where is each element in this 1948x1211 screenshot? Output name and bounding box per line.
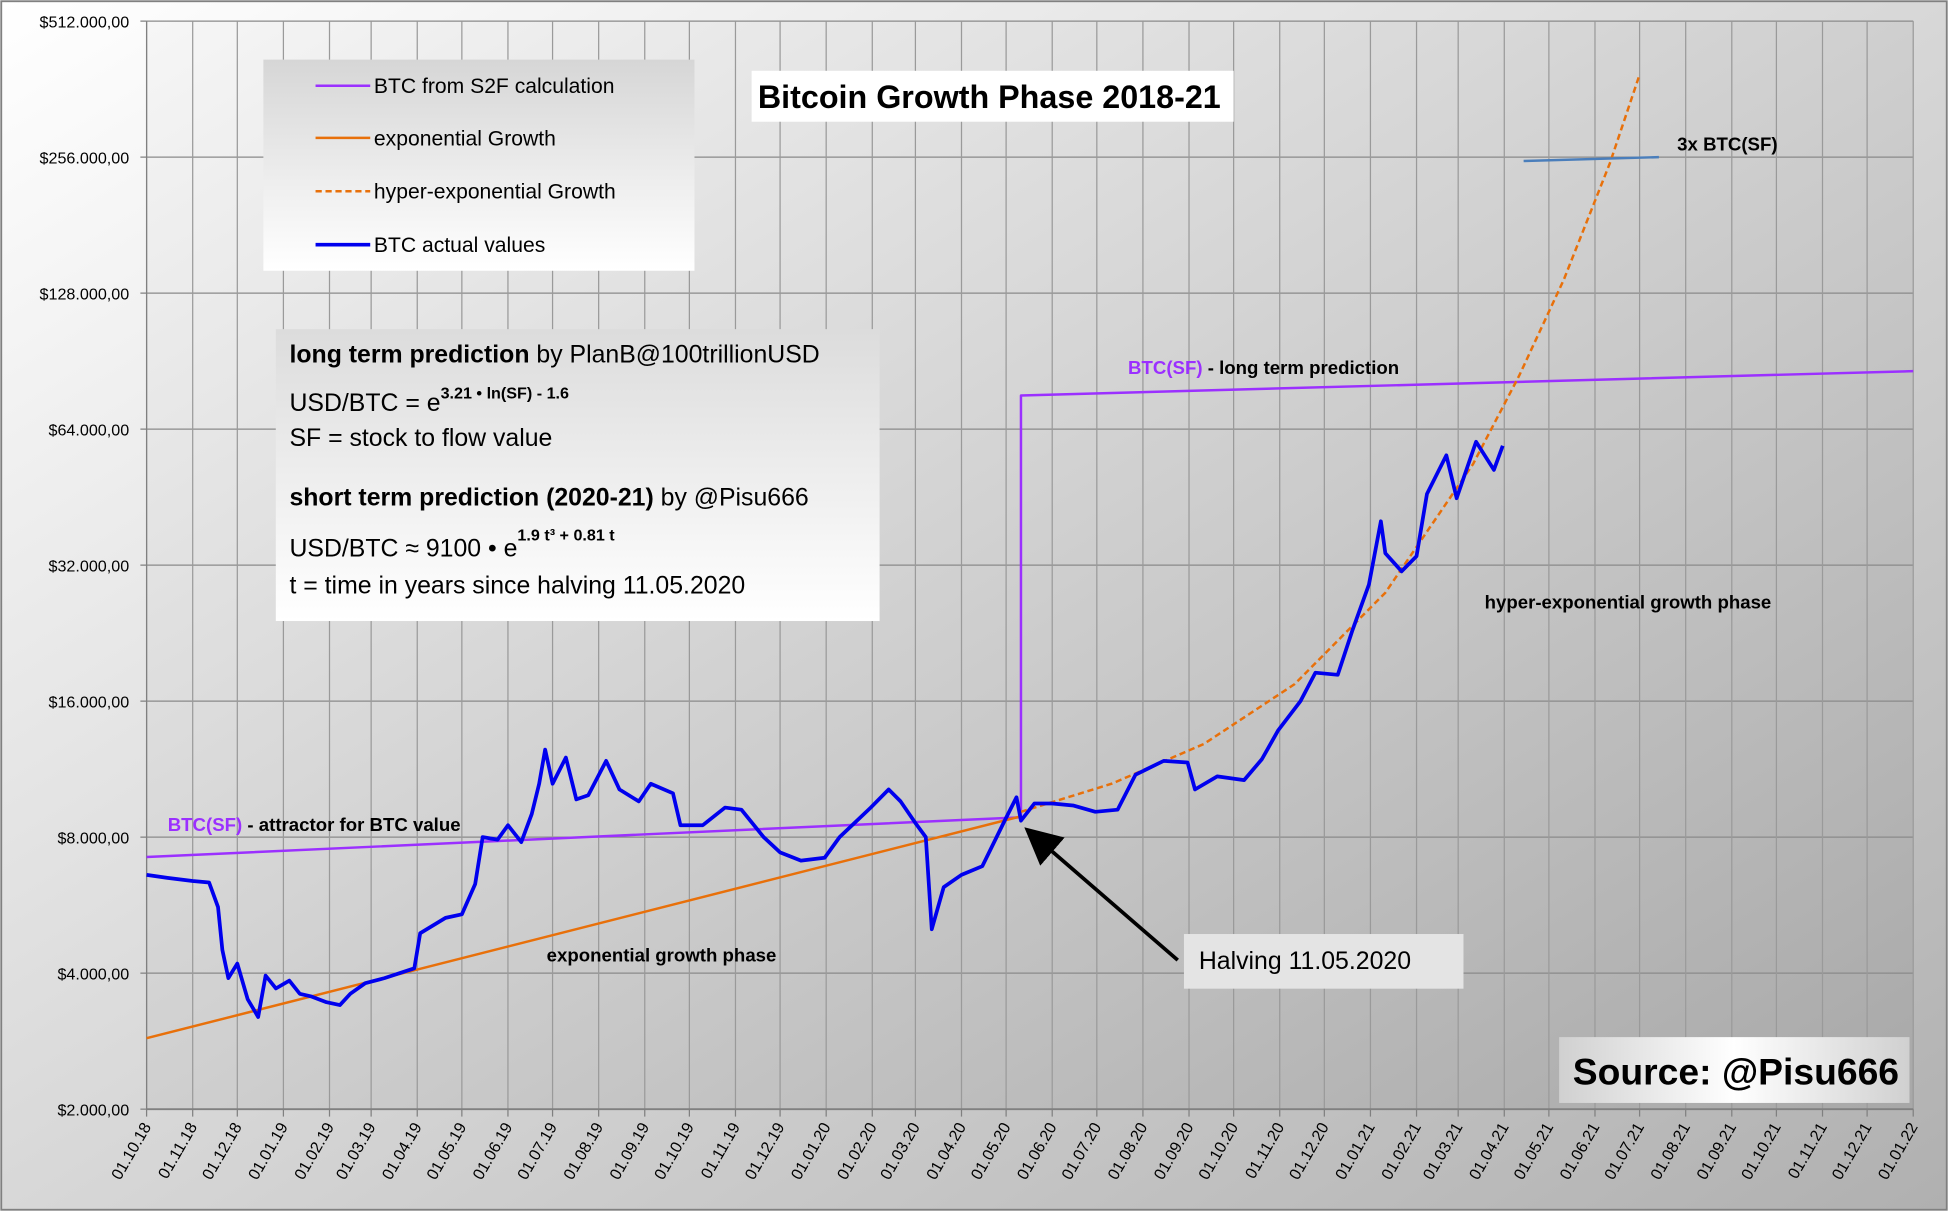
info-line-2: USD/BTC = e3.21 • ln(SF) - 1.6 — [289, 385, 569, 417]
y-tick-label: $2.000,00 — [57, 1101, 129, 1119]
annotation-3x-btc-sf: 3x BTC(SF) — [1677, 133, 1777, 154]
y-tick-label: $8.000,00 — [57, 829, 129, 847]
halving-label: Halving 11.05.2020 — [1199, 948, 1411, 975]
series-btc-actual-line — [146, 439, 1505, 1019]
series-s2f-line — [146, 369, 1914, 859]
y-tick-label: $128.000,00 — [40, 285, 130, 303]
annotation-exp-phase: exponential growth phase — [547, 944, 777, 965]
info-line-1: long term prediction by PlanB@100trillio… — [289, 342, 819, 369]
legend-label-hyper: hyper-exponential Growth — [374, 181, 616, 204]
legend: BTC from S2F calculation exponential Gro… — [263, 59, 695, 271]
annotation-attractor: BTC(SF) - attractor for BTC value — [168, 814, 461, 835]
annotation-long-term: BTC(SF) - long term prediction — [1128, 357, 1399, 378]
source-box — [1559, 1037, 1910, 1103]
source-label: Source: @Pisu666 — [1573, 1050, 1899, 1092]
chart-title: Bitcoin Growth Phase 2018-21 — [758, 79, 1221, 115]
series-3x-btc-sf-line — [1523, 155, 1659, 163]
y-tick-label: $32.000,00 — [48, 557, 129, 575]
y-tick-label: $16.000,00 — [48, 693, 129, 711]
info-box: long term prediction by PlanB@100trillio… — [275, 329, 880, 622]
legend-label-s2f: BTC from S2F calculation — [374, 75, 615, 98]
y-tick-label: $4.000,00 — [57, 965, 129, 983]
info-line-4: short term prediction (2020-21) by @Pisu… — [289, 485, 808, 512]
y-tick-label: $256.000,00 — [40, 149, 130, 167]
legend-label-actual: BTC actual values — [374, 234, 545, 257]
info-line-5: USD/BTC ≈ 9100 • e1.9 t³ + 0.81 t — [289, 526, 615, 562]
series-exponential-line — [146, 815, 1022, 1040]
y-tick-label: $512.000,00 — [40, 13, 130, 31]
y-tick-label: $64.000,00 — [48, 421, 129, 439]
halving-box — [1183, 934, 1464, 989]
info-line-6: t = time in years since halving 11.05.20… — [289, 573, 745, 600]
halving-arrow — [1024, 827, 1179, 962]
title-box — [751, 70, 1234, 122]
info-line-3: SF = stock to flow value — [289, 425, 552, 452]
annotation-hyper-phase: hyper-exponential growth phase — [1485, 592, 1772, 613]
legend-label-exp: exponential Growth — [374, 127, 556, 150]
